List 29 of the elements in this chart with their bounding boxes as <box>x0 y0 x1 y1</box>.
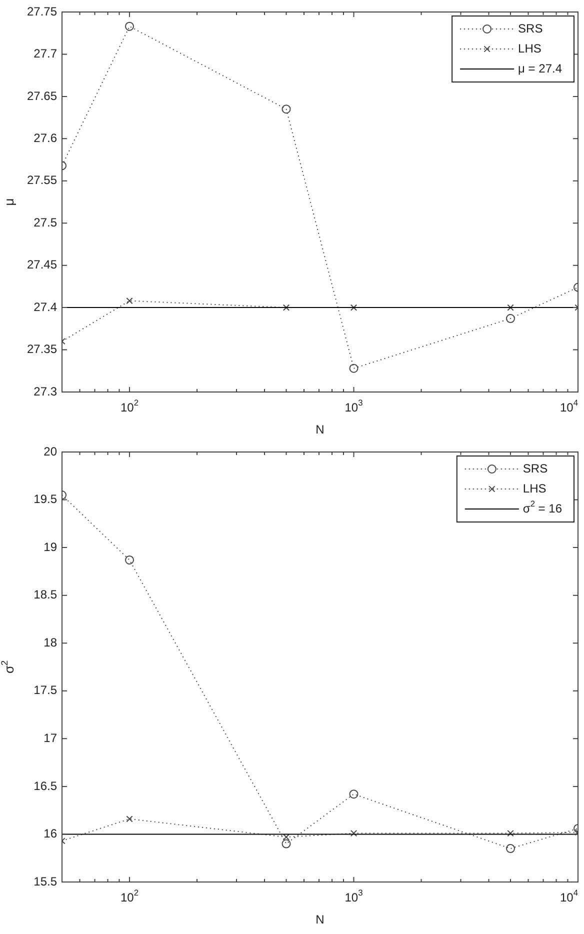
legend-label: μ = 27.4 <box>518 61 562 76</box>
y-tick-label: 16.5 <box>34 778 58 793</box>
y-tick-label: 27.3 <box>34 384 58 398</box>
y-tick-label: 19.5 <box>34 492 58 506</box>
y-tick-label: 15.5 <box>34 874 58 888</box>
y-tick-label: 27.4 <box>34 300 58 314</box>
y-tick-label: 27.75 <box>26 4 58 18</box>
y-axis-title: σ2 <box>0 660 17 674</box>
y-tick-label: 27.6 <box>34 130 58 145</box>
legend-label: SRS <box>518 21 543 36</box>
legend-label: SRS <box>522 461 548 476</box>
y-tick-label: 27.5 <box>34 215 58 230</box>
y-tick-label: 17 <box>44 730 58 745</box>
y-tick-label: 27.65 <box>26 88 58 103</box>
y-tick-label: 27.45 <box>26 258 58 272</box>
y-tick-label: 18.5 <box>34 588 58 602</box>
y-tick-label: 16 <box>44 826 58 841</box>
x-axis-title: N <box>316 912 324 926</box>
y-tick-label: 19 <box>44 540 58 554</box>
y-tick-label: 17.5 <box>34 683 58 698</box>
y-tick-label: 18 <box>44 635 58 650</box>
y-axis-title: μ <box>2 198 17 206</box>
y-tick-label: 27.35 <box>26 342 58 356</box>
y-tick-label: 27.7 <box>34 46 58 61</box>
y-tick-label: 20 <box>44 444 58 458</box>
x-axis-title: N <box>316 422 324 436</box>
legend-label: LHS <box>522 481 546 496</box>
legend-label: LHS <box>518 41 542 56</box>
y-tick-label: 27.55 <box>26 173 58 188</box>
